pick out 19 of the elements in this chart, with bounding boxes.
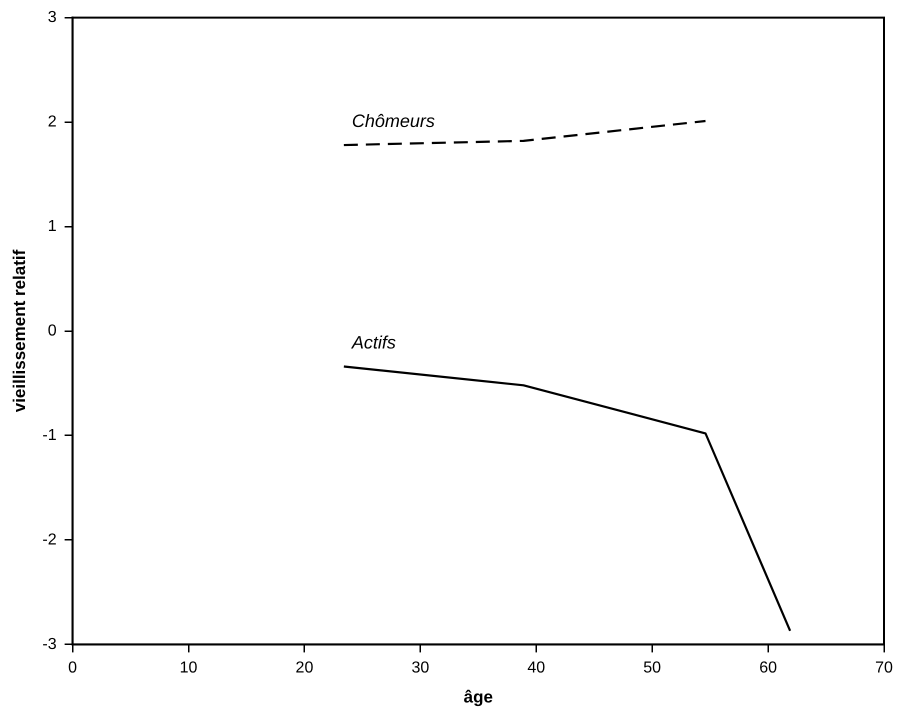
x-tick-label: 40	[527, 659, 546, 676]
y-tick-label: -3	[42, 636, 57, 653]
y-tick-label: -2	[42, 531, 57, 548]
x-tick-label: 70	[875, 659, 893, 676]
y-tick-label: -1	[42, 426, 57, 444]
y-tick-label: 3	[48, 9, 57, 26]
x-tick-label: 30	[411, 659, 430, 676]
x-axis-title: âge	[464, 687, 493, 706]
x-tick-label: 10	[180, 659, 198, 676]
y-tick-label: 0	[48, 322, 57, 340]
y-tick-label: 2	[48, 113, 57, 130]
series-label: Actifs	[350, 332, 396, 353]
x-tick-label: 50	[643, 659, 662, 676]
x-tick-label: 60	[759, 659, 778, 676]
x-tick-label: 20	[296, 659, 314, 676]
y-tick-label: 1	[48, 218, 57, 235]
x-tick-label: 0	[68, 659, 78, 676]
series-label: Chômeurs	[352, 111, 435, 132]
y-axis-title: vieillissement relatif	[10, 249, 29, 412]
